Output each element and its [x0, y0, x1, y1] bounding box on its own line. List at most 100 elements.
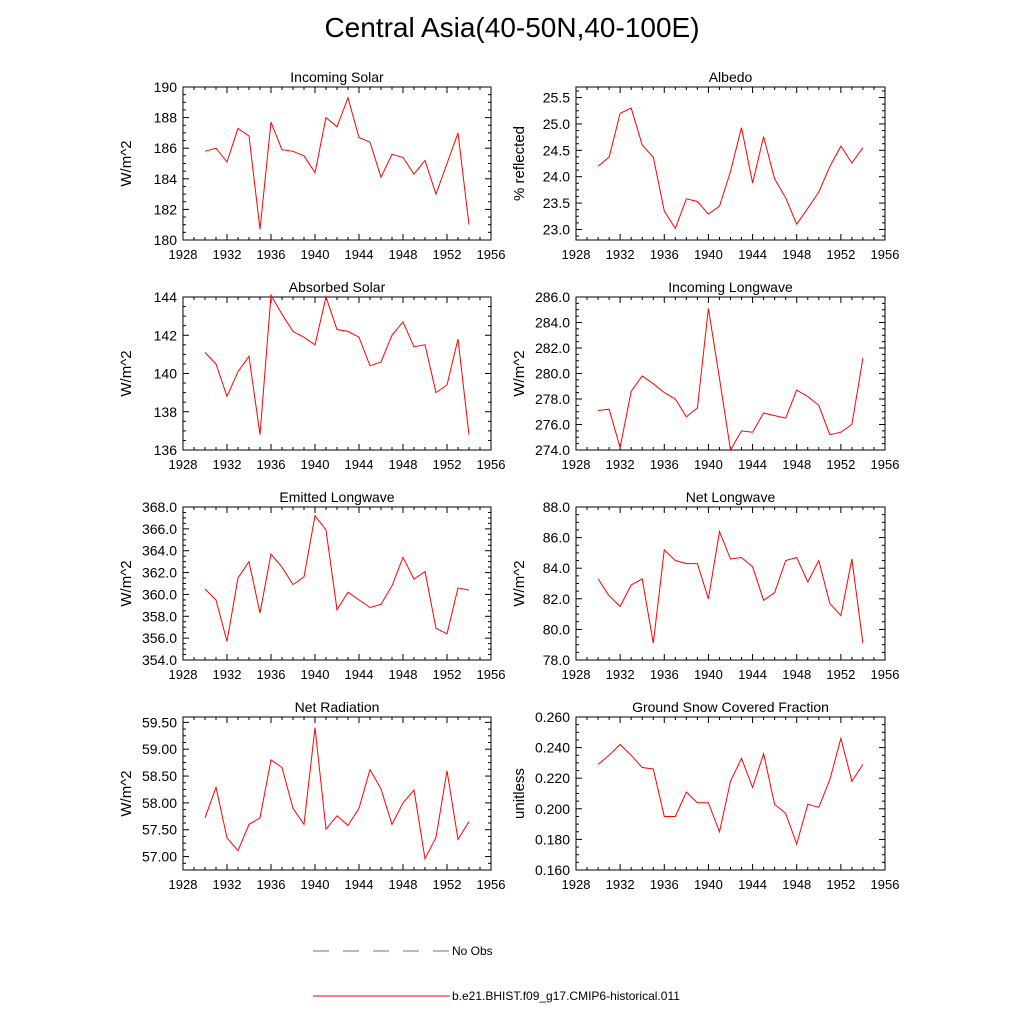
- panel-8-xtick-label: 1936: [650, 877, 679, 892]
- panel-7-ytick-label: 57.50: [142, 822, 177, 838]
- panel-7-ytick-label: 58.50: [142, 768, 177, 784]
- panel-3-xtick-label: 1932: [213, 457, 242, 472]
- panel-3-ytick-label: 144: [154, 289, 178, 305]
- panel-1-ytick-label: 184: [154, 171, 178, 187]
- panel-3-series-line: [204, 293, 470, 435]
- panel-8-xtick-label: 1940: [694, 877, 723, 892]
- panel-4-xtick-label: 1956: [871, 457, 900, 472]
- panel-5-xtick-label: 1956: [477, 667, 506, 682]
- panel-7-xtick-label: 1944: [345, 877, 374, 892]
- panel-4-xtick-label: 1928: [562, 457, 591, 472]
- panel-7-xtick-label: 1940: [301, 877, 330, 892]
- panel-3-xtick-label: 1956: [477, 457, 506, 472]
- panel-6-ytick-label: 80.0: [543, 621, 570, 637]
- panel-4-xtick-label: 1944: [738, 457, 767, 472]
- panel-4-ytick-label: 286.0: [535, 289, 570, 305]
- panel-5-xtick-label: 1928: [169, 667, 198, 682]
- panel-8-xtick-label: 1928: [562, 877, 591, 892]
- panel-1-title: Incoming Solar: [290, 69, 384, 85]
- panel-4-ytick-label: 280.0: [535, 366, 570, 382]
- panel-5-xtick-label: 1952: [433, 667, 462, 682]
- panel-3-xtick-label: 1952: [433, 457, 462, 472]
- panel-2-ytick-label: 24.0: [543, 169, 570, 185]
- legend-model-label: b.e21.BHIST.f09_g17.CMIP6-historical.011: [452, 989, 680, 1003]
- panel-2-xtick-label: 1948: [782, 247, 811, 262]
- panel-5-ytick-label: 356.0: [142, 630, 177, 646]
- panel-2-xtick-label: 1928: [562, 247, 591, 262]
- panel-4-ytick-label: 284.0: [535, 315, 570, 331]
- panel-2-xtick-label: 1956: [871, 247, 900, 262]
- panel-8-xtick-label: 1932: [606, 877, 635, 892]
- panel-7-xtick-label: 1928: [169, 877, 198, 892]
- panel-2-ytick-label: 25.0: [543, 116, 570, 132]
- panel-3-xtick-label: 1928: [169, 457, 198, 472]
- panel-4-ytick-label: 282.0: [535, 340, 570, 356]
- panel-4-ytick-label: 276.0: [535, 417, 570, 433]
- panel-5-ytick-label: 366.0: [142, 521, 177, 537]
- panel-2-ylabel: % reflected: [511, 126, 528, 201]
- panel-4-ytick-label: 278.0: [535, 391, 570, 407]
- panel-1-xtick-label: 1932: [213, 247, 242, 262]
- panel-6-xtick-label: 1948: [782, 667, 811, 682]
- panel-5-ytick-label: 354.0: [142, 652, 177, 668]
- panel-8-ytick-label: 0.260: [535, 709, 570, 725]
- panel-6-ytick-label: 86.0: [543, 530, 570, 546]
- panel-3-ytick-label: 140: [154, 366, 178, 382]
- panel-3-ylabel: W/m^2: [118, 350, 135, 396]
- panel-1-ytick-label: 186: [154, 140, 178, 156]
- panel-1-xtick-label: 1952: [433, 247, 462, 262]
- panel-1-ytick-label: 180: [154, 232, 178, 248]
- panel-6-ytick-label: 84.0: [543, 560, 570, 576]
- panel-7-ytick-label: 59.50: [142, 714, 177, 730]
- panel-5-xtick-label: 1944: [345, 667, 374, 682]
- panel-6-xtick-label: 1936: [650, 667, 679, 682]
- panel-4-xtick-label: 1932: [606, 457, 635, 472]
- panel-3-xtick-label: 1944: [345, 457, 374, 472]
- panel-5-series-line: [204, 514, 470, 642]
- panel-4-ytick-label: 274.0: [535, 442, 570, 458]
- panel-5-xtick-label: 1940: [301, 667, 330, 682]
- panel-4-xtick-label: 1948: [782, 457, 811, 472]
- panel-1-series-line: [204, 96, 470, 230]
- panel-6-ytick-label: 82.0: [543, 591, 570, 607]
- panel-7-ylabel: W/m^2: [118, 770, 135, 816]
- panel-8-ytick-label: 0.180: [535, 831, 570, 847]
- panel-1-xtick-label: 1936: [257, 247, 286, 262]
- panel-2-ytick-label: 23.5: [543, 195, 570, 211]
- panel-1-ylabel: W/m^2: [118, 140, 135, 186]
- panel-4-ylabel: W/m^2: [511, 350, 528, 396]
- panel-5-ytick-label: 368.0: [142, 499, 177, 515]
- panel-3-ytick-label: 142: [154, 327, 178, 343]
- panel-1-xtick-label: 1948: [389, 247, 418, 262]
- panel-8-xtick-label: 1944: [738, 877, 767, 892]
- panel-1-ytick-label: 188: [154, 110, 178, 126]
- panel-5-ytick-label: 358.0: [142, 608, 177, 624]
- panel-4-frame: [575, 296, 886, 451]
- panel-8-xtick-label: 1952: [826, 877, 855, 892]
- panel-6-xtick-label: 1952: [826, 667, 855, 682]
- panel-3-xtick-label: 1936: [257, 457, 286, 472]
- panel-1-ytick-label: 182: [154, 201, 178, 217]
- panel-3-ytick-label: 138: [154, 404, 178, 420]
- panel-2-xtick-label: 1944: [738, 247, 767, 262]
- panel-2-xtick-label: 1940: [694, 247, 723, 262]
- panel-7-series-line: [204, 727, 470, 861]
- panel-2-title: Albedo: [709, 69, 753, 85]
- panel-5-frame: [182, 506, 492, 661]
- panel-3-xtick-label: 1940: [301, 457, 330, 472]
- panel-7-title: Net Radiation: [295, 699, 380, 715]
- panel-5-ytick-label: 362.0: [142, 565, 177, 581]
- panel-6-series-line: [597, 529, 864, 644]
- panel-5-xtick-label: 1936: [257, 667, 286, 682]
- panel-1-frame: [182, 86, 492, 241]
- panel-7-xtick-label: 1952: [433, 877, 462, 892]
- panel-4-xtick-label: 1940: [694, 457, 723, 472]
- panel-5-xtick-label: 1948: [389, 667, 418, 682]
- panel-7-ytick-label: 59.00: [142, 741, 177, 757]
- panel-8-ytick-label: 0.240: [535, 740, 570, 756]
- panel-8-ylabel: unitless: [511, 768, 528, 819]
- panel-4-xtick-label: 1936: [650, 457, 679, 472]
- page-title: Central Asia(40-50N,40-100E): [324, 12, 700, 43]
- panel-8-xtick-label: 1956: [871, 877, 900, 892]
- panel-3-xtick-label: 1948: [389, 457, 418, 472]
